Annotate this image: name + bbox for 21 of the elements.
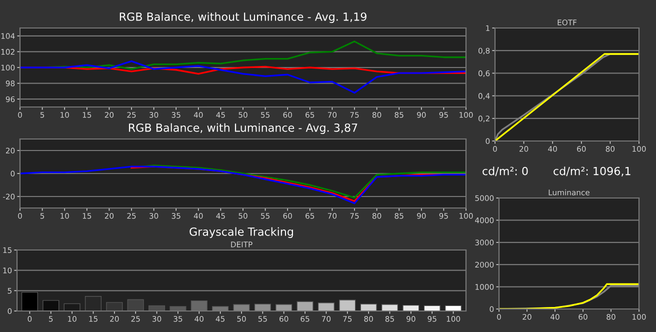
bar bbox=[21, 292, 38, 311]
bar bbox=[127, 299, 144, 311]
bar bbox=[318, 302, 335, 311]
text: cd/m²: 0 bbox=[482, 166, 528, 176]
bar bbox=[402, 304, 420, 311]
bar bbox=[339, 300, 356, 311]
bar bbox=[190, 300, 208, 311]
bar bbox=[296, 301, 314, 311]
chart-title: RGB Balance, with Luminance - Avg. 3,87 bbox=[128, 123, 358, 134]
bar bbox=[276, 304, 292, 311]
chart-title: RGB Balance, without Luminance - Avg. 1,19 bbox=[120, 12, 366, 23]
bar bbox=[42, 300, 60, 311]
chart-title: Grayscale Tracking bbox=[190, 227, 293, 238]
bar bbox=[106, 302, 123, 311]
bar bbox=[170, 306, 186, 311]
bar bbox=[254, 304, 271, 311]
line-series bbox=[20, 166, 466, 204]
bar bbox=[360, 304, 377, 311]
bar bbox=[381, 304, 398, 311]
text: cd/m²: 1096,1 bbox=[554, 166, 630, 176]
line-series bbox=[20, 60, 466, 94]
